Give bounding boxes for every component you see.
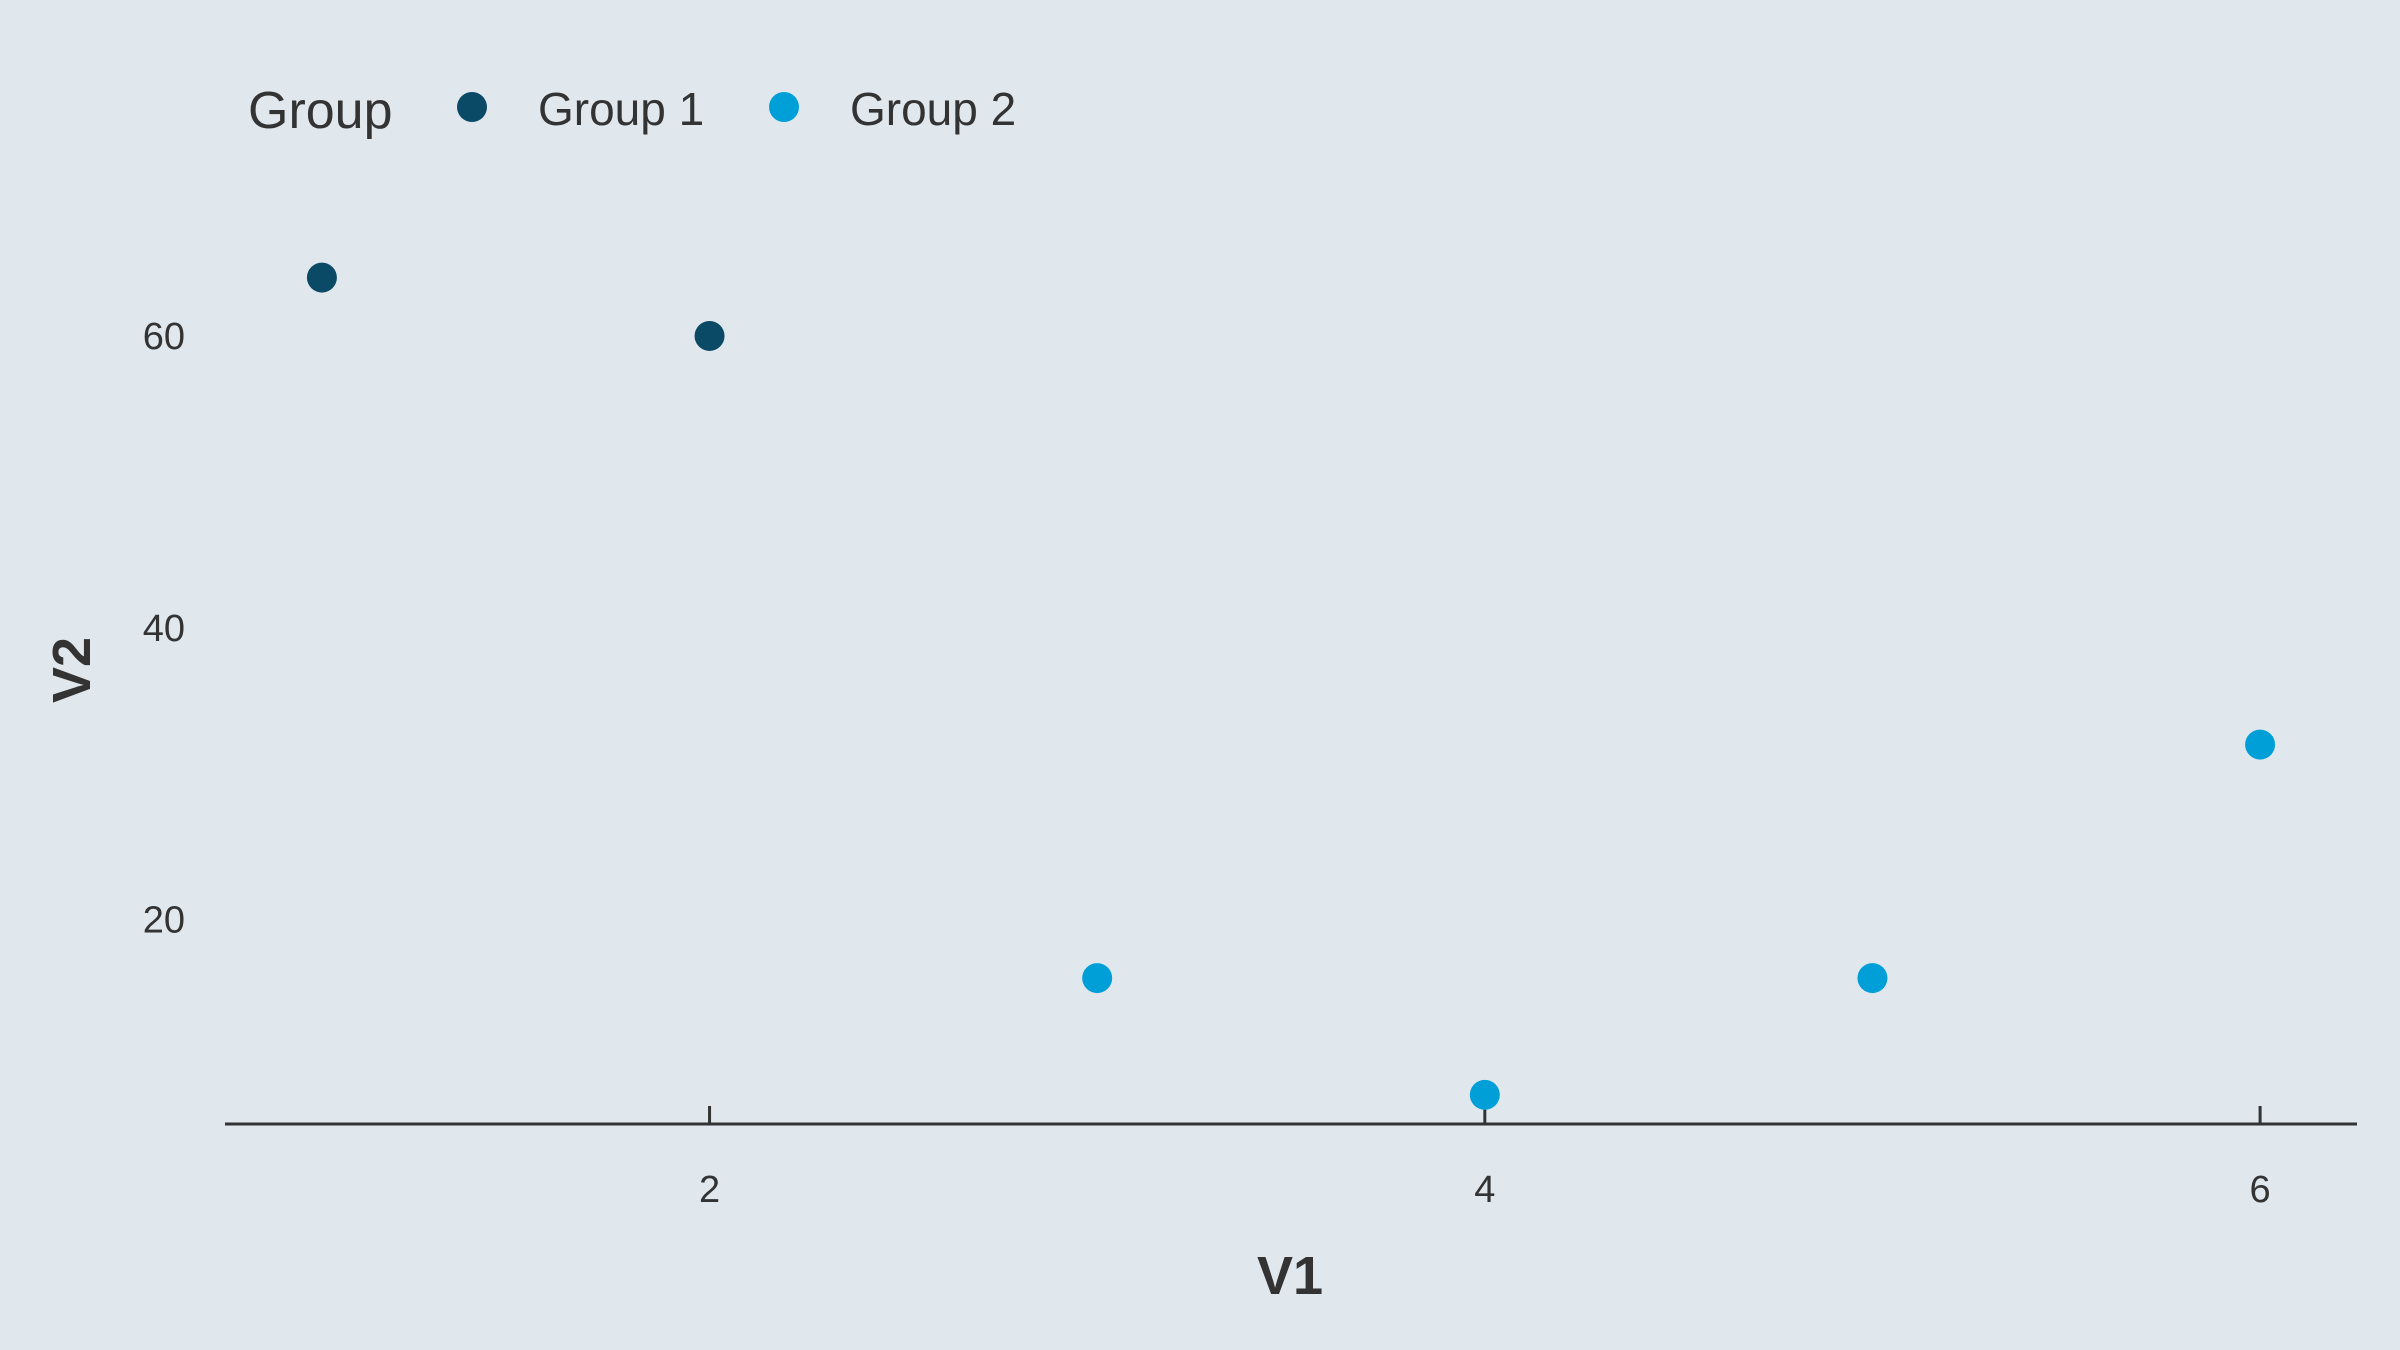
x-axis-title: V1	[1257, 1246, 1323, 1306]
data-points	[306, 262, 2276, 1110]
legend: Group Group 1 Group 2	[248, 82, 1016, 140]
x-tick-label: 4	[1474, 1169, 1495, 1211]
data-point	[1469, 1079, 1500, 1110]
legend-label: Group 1	[538, 83, 704, 135]
legend-marker	[457, 92, 487, 122]
y-tick-label: 40	[143, 608, 185, 650]
y-tick-label: 20	[143, 900, 185, 942]
y-axis-title: V2	[42, 637, 102, 703]
x-tick-label: 2	[699, 1169, 720, 1211]
legend-items: Group 1 Group 2	[457, 83, 1016, 135]
x-tick-label: 6	[2250, 1169, 2271, 1211]
data-point	[306, 262, 337, 293]
data-point	[1082, 963, 1113, 994]
data-point	[2245, 729, 2276, 760]
legend-title: Group	[248, 82, 393, 140]
y-axis-ticks: 20 40 60	[143, 316, 185, 942]
data-point	[1857, 963, 1888, 994]
data-point	[694, 320, 725, 351]
legend-label: Group 2	[850, 83, 1016, 135]
y-tick-label: 60	[143, 316, 185, 358]
legend-marker	[769, 92, 799, 122]
x-axis: 2 4 6	[225, 1106, 2357, 1211]
